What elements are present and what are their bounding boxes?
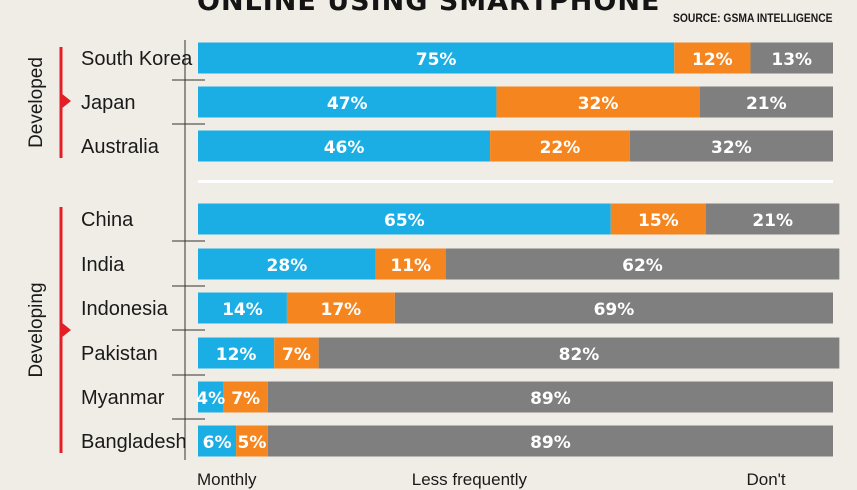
category-label-myanmar: Myanmar (81, 387, 165, 409)
category-label-south-korea: South Korea (81, 48, 193, 70)
data-label-japan-seg-2: 21% (746, 94, 787, 114)
data-label-india-seg-1: 11% (390, 256, 431, 276)
data-label-myanmar-seg-2: 89% (530, 389, 571, 409)
stacked-bar-chart: South Korea 75% 12% 13% Japan 47% 32% 21% Austra… (26, 40, 840, 460)
data-label-pakistan-seg-0: 12% (216, 345, 257, 365)
legend: Monthly Less frequently Don't (197, 470, 837, 490)
data-label-myanmar-seg-0: 4% (196, 389, 225, 409)
bar-india-seg-1 (375, 248, 446, 280)
data-label-indonesia-seg-2: 69% (594, 300, 635, 320)
data-label-china-seg-0: 65% (384, 211, 425, 231)
group-arrow-developed (61, 93, 71, 109)
data-label-japan-seg-0: 47% (327, 94, 368, 114)
bar-india-seg-2 (445, 248, 840, 280)
data-label-pakistan-seg-1: 7% (282, 345, 311, 365)
category-label-indonesia: Indonesia (81, 298, 169, 320)
data-label-bangladesh-seg-1: 5% (238, 433, 267, 453)
category-label-india: India (81, 254, 125, 276)
group-divider (198, 180, 833, 183)
data-label-south-korea-seg-2: 13% (771, 50, 812, 70)
bar-myanmar-seg-2 (267, 381, 834, 413)
axis-layer (172, 40, 833, 460)
data-label-china-seg-2: 21% (752, 211, 793, 231)
category-label-china: China (81, 209, 134, 231)
bar-myanmar-seg-1 (223, 381, 268, 413)
bar-bangladesh-seg-1 (236, 425, 268, 457)
bar-south-korea-seg-0 (198, 42, 675, 74)
data-label-china-seg-1: 15% (638, 211, 679, 231)
data-label-australia-seg-2: 32% (711, 138, 752, 158)
data-label-bangladesh-seg-2: 89% (530, 433, 571, 453)
category-label-japan: Japan (81, 92, 136, 114)
labels-layer: South Korea 75% 12% 13% Japan 47% 32% 21% Austra… (81, 48, 812, 453)
data-label-south-korea-seg-1: 12% (692, 50, 733, 70)
bar-south-korea-seg-1 (674, 42, 751, 74)
bar-pakistan-seg-1 (274, 337, 319, 369)
bar-myanmar-seg-0 (198, 381, 224, 413)
data-label-japan-seg-1: 32% (578, 94, 619, 114)
group-arrow-developing (61, 322, 71, 338)
category-label-bangladesh: Bangladesh (81, 431, 187, 453)
data-label-indonesia-seg-0: 14% (222, 300, 263, 320)
bar-pakistan-seg-2 (318, 337, 840, 369)
bar-japan-seg-0 (198, 86, 497, 118)
bar-australia-seg-1 (490, 130, 630, 162)
bar-china-seg-0 (198, 203, 611, 235)
data-label-bangladesh-seg-0: 6% (203, 433, 232, 453)
category-label-pakistan: Pakistan (81, 343, 158, 365)
data-label-india-seg-0: 28% (267, 256, 308, 276)
bar-bangladesh-seg-2 (267, 425, 834, 457)
group-label-developing: Developing (26, 282, 47, 377)
bar-bangladesh-seg-0 (198, 425, 237, 457)
bar-australia-seg-2 (629, 130, 833, 162)
legend-item-dont: Don't (746, 470, 786, 489)
legend-item-less-frequently: Less frequently (411, 470, 528, 489)
data-label-australia-seg-1: 22% (540, 138, 581, 158)
bar-china-seg-1 (610, 203, 706, 235)
data-label-pakistan-seg-2: 82% (559, 345, 600, 365)
bar-indonesia-seg-2 (394, 292, 833, 324)
bars-layer (198, 42, 840, 457)
groups-layer: Developed Developing (26, 47, 71, 453)
bar-india-seg-0 (198, 248, 376, 280)
category-label-australia: Australia (81, 136, 160, 158)
bar-australia-seg-0 (198, 130, 491, 162)
bar-indonesia-seg-1 (286, 292, 395, 324)
bar-japan-seg-1 (496, 86, 700, 118)
data-label-india-seg-2: 62% (622, 256, 663, 276)
legend-item-monthly: Monthly (197, 470, 257, 489)
chart-title: ONLINE USING SMARTPHONE (197, 0, 661, 17)
source-note: SOURCE: GSMA INTELLIGENCE (673, 11, 833, 25)
data-label-south-korea-seg-0: 75% (416, 50, 457, 70)
bar-pakistan-seg-0 (198, 337, 275, 369)
data-label-myanmar-seg-1: 7% (231, 389, 260, 409)
group-label-developed: Developed (26, 57, 47, 148)
data-label-australia-seg-0: 46% (324, 138, 365, 158)
bar-china-seg-2 (706, 203, 840, 235)
bar-indonesia-seg-0 (198, 292, 287, 324)
bar-japan-seg-2 (699, 86, 833, 118)
data-label-indonesia-seg-1: 17% (321, 300, 362, 320)
bar-south-korea-seg-2 (750, 42, 833, 74)
